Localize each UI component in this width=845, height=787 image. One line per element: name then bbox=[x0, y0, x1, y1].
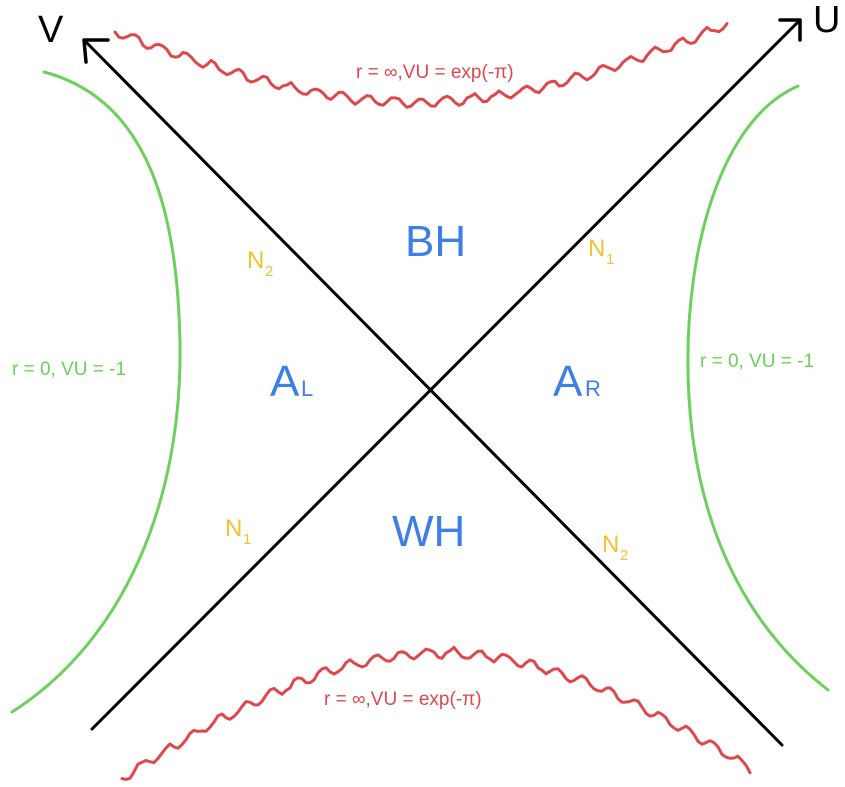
region-label-white-hole: WH bbox=[392, 507, 465, 556]
u-axis-arrowhead bbox=[778, 18, 802, 42]
horizon-label-lower-right: N bbox=[602, 531, 619, 558]
region-label-black-hole: BH bbox=[405, 217, 466, 266]
left-boundary-caption: r = 0, VU = -1 bbox=[12, 359, 126, 380]
horizon-label-upper-left-subscript: 2 bbox=[265, 263, 273, 280]
horizon-label-lower-right-subscript: 2 bbox=[620, 547, 628, 564]
horizon-label-lower-left: N bbox=[225, 515, 242, 542]
bottom-singularity-caption: r = ∞,VU = exp(-π) bbox=[324, 689, 482, 710]
horizon-label-upper-left: N bbox=[247, 247, 264, 274]
top-singularity-caption: r = ∞,VU = exp(-π) bbox=[356, 62, 514, 83]
top-singularity-curve bbox=[113, 22, 729, 109]
v-axis-line bbox=[82, 38, 784, 747]
v-axis-label: V bbox=[38, 9, 64, 51]
region-label-left: A bbox=[270, 357, 300, 406]
region-label-right: A bbox=[553, 357, 583, 406]
region-label-right-subscript: R bbox=[585, 376, 601, 401]
v-axis-arrowhead bbox=[82, 38, 110, 64]
bottom-singularity-curve bbox=[120, 645, 752, 781]
horizon-label-lower-left-subscript: 1 bbox=[243, 531, 251, 548]
horizon-label-upper-right-subscript: 1 bbox=[606, 251, 614, 268]
u-axis-line bbox=[90, 18, 802, 731]
right-boundary-caption: r = 0, VU = -1 bbox=[700, 351, 814, 372]
horizon-label-upper-right: N bbox=[588, 235, 605, 262]
region-label-left-subscript: L bbox=[301, 376, 313, 401]
axes bbox=[82, 18, 802, 747]
right-boundary-curve bbox=[686, 84, 830, 692]
u-axis-label: U bbox=[813, 0, 840, 41]
left-boundary-curve bbox=[10, 70, 182, 714]
